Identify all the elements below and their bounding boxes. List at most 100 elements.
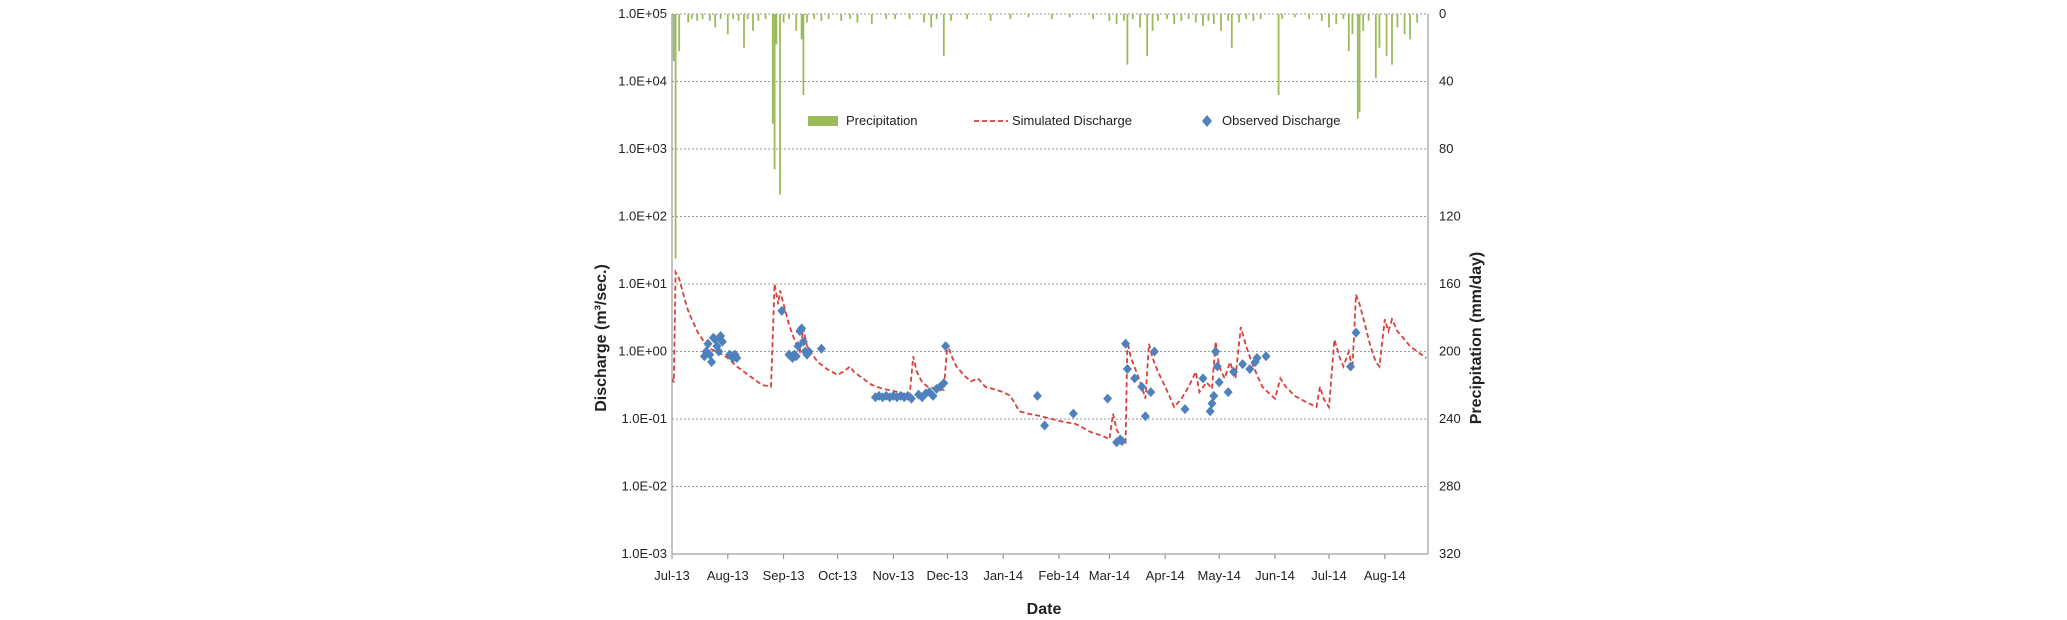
x-tick-label: Aug-13 (707, 568, 749, 583)
precipitation-bar (1122, 14, 1125, 21)
precipitation-bar (908, 14, 911, 20)
precipitation-bar (1351, 14, 1354, 35)
observed-point (703, 338, 713, 349)
precipitation-bar (1281, 14, 1284, 20)
precipitation-bar (775, 14, 778, 45)
observed-point (1140, 411, 1150, 422)
observed-point (1223, 387, 1233, 398)
precipitation-bar (788, 14, 790, 20)
observed-point (1209, 390, 1219, 401)
precipitation-bar (1027, 14, 1030, 18)
axes (671, 14, 1429, 559)
observed-point (707, 356, 717, 367)
precipitation-bar (1347, 14, 1350, 52)
precipitation-bar (1068, 14, 1071, 18)
x-tick-label: Jul-14 (1311, 568, 1346, 583)
precipitation-bar (743, 14, 745, 48)
precipitation-bar (1187, 14, 1190, 20)
observed-point (804, 346, 814, 357)
observed-point (1238, 359, 1248, 370)
precipitation-bar (764, 14, 767, 20)
precipitation-bar (1259, 14, 1262, 20)
precipitation-bar (1180, 14, 1183, 21)
precipitation-bar (1131, 14, 1134, 20)
left-tick-label: 1.0E+00 (618, 344, 667, 359)
legend-precipitation-label: Precipitation (846, 113, 918, 128)
precipitation-bar (1220, 14, 1222, 31)
left-tick-label: 1.0E+05 (618, 6, 667, 21)
precipitation-bar (672, 14, 675, 62)
precipitation-bar (719, 14, 722, 20)
precipitation-bar (1139, 14, 1141, 28)
precipitation-bar (840, 14, 843, 21)
precipitation-bar (746, 14, 749, 20)
x-tick-label: Jul-13 (654, 568, 689, 583)
precipitation-bar (1115, 14, 1118, 25)
precipitation-bar (849, 14, 852, 20)
x-tick-label: Jun-14 (1255, 568, 1295, 583)
precipitation-bar (1212, 14, 1215, 25)
precipitation-bar (1151, 14, 1154, 31)
precipitation-bar (1416, 14, 1419, 23)
precipitation-bar (701, 14, 704, 20)
right-tick-label: 40 (1439, 74, 1453, 89)
precipitation-bar (1396, 14, 1399, 28)
precipitation-bar (773, 14, 776, 170)
right-tick-label: 160 (1439, 276, 1461, 291)
precipitation-bar (1367, 14, 1370, 21)
precipitation-bar (737, 14, 740, 21)
observed-point (732, 353, 742, 364)
precipitation-bar (690, 14, 693, 20)
precipitation-bar (1335, 14, 1338, 25)
precipitation-bar (1050, 14, 1053, 20)
left-tick-label: 1.0E+02 (618, 209, 667, 224)
precipitation-bar (1362, 14, 1365, 31)
x-axis-tick-labels: Jul-13 Aug-13 Sep-13 Oct-13 Nov-13 Dec-13 Jan-… (654, 568, 1405, 583)
precipitation-bar (726, 14, 729, 35)
precipitation-bar (1166, 14, 1168, 20)
precipitation-bar (1173, 14, 1176, 25)
right-tick-label: 0 (1439, 6, 1446, 21)
x-tick-label: Sep-13 (763, 568, 805, 583)
observed-point (928, 390, 938, 401)
observed-point (1212, 361, 1222, 372)
left-tick-label: 1.0E-02 (621, 479, 667, 494)
precipitation-bar (779, 14, 781, 195)
observed-point (1130, 373, 1140, 384)
left-tick-label: 1.0E+01 (618, 276, 667, 291)
x-tick-label: Dec-13 (926, 568, 968, 583)
precipitation-bar (923, 14, 925, 23)
observed-point (705, 349, 715, 360)
precipitation-bar (782, 14, 785, 23)
right-tick-label: 280 (1439, 479, 1461, 494)
observed-point (906, 393, 916, 404)
observed-point (777, 305, 787, 316)
precipitation-bar (930, 14, 933, 28)
x-tick-label: Mar-14 (1089, 568, 1130, 583)
precipitation-bar (806, 14, 808, 23)
legend-simulated-label: Simulated Discharge (1012, 113, 1132, 128)
precipitation-bar (942, 14, 945, 57)
precipitation-bar (1252, 14, 1255, 21)
left-axis-tick-labels: 1.0E+05 1.0E+04 1.0E+03 1.0E+02 1.0E+01 1.0E+… (618, 6, 667, 561)
precipitation-bar (708, 14, 711, 21)
precipitation-bar (678, 14, 681, 52)
precipitation-bar (1293, 14, 1296, 18)
left-tick-label: 1.0E+03 (618, 141, 667, 156)
precipitation-bar (752, 14, 754, 31)
precipitation-bar (1126, 14, 1129, 65)
precipitation-bars (672, 14, 1419, 259)
precipitation-bar (1391, 14, 1393, 65)
gridlines (672, 13, 1428, 555)
observed-point (1068, 408, 1078, 419)
observed-point (714, 346, 724, 357)
precipitation-bar (696, 14, 699, 21)
legend-observed-label: Observed Discharge (1222, 113, 1341, 128)
observed-point (1214, 377, 1224, 388)
precipitation-bar (674, 14, 677, 259)
precipitation-bar (1207, 14, 1210, 21)
left-tick-label: 1.0E-01 (621, 411, 667, 426)
precipitation-bar (1385, 14, 1388, 57)
observed-point (791, 351, 801, 362)
